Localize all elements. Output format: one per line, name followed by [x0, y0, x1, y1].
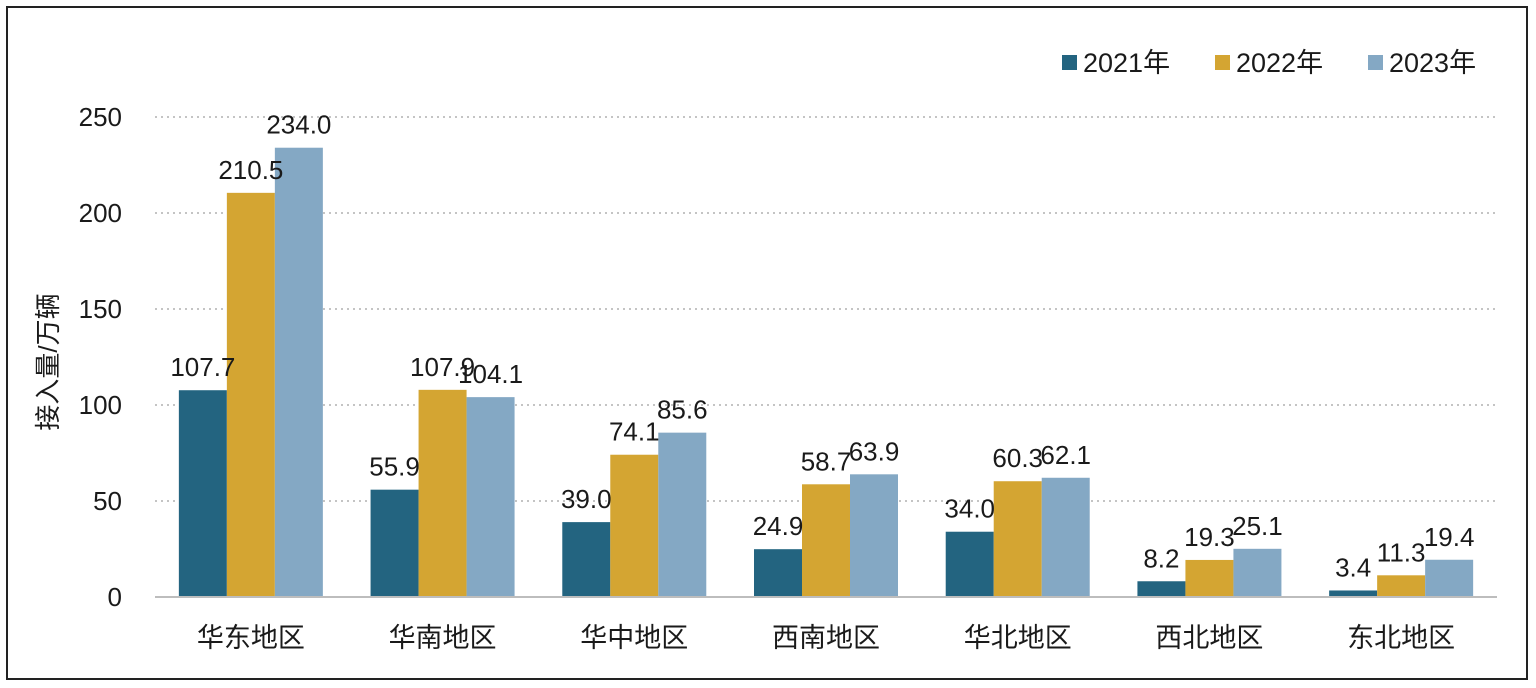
x-category-label: 华中地区 — [580, 623, 688, 653]
data-label: 19.4 — [1424, 522, 1475, 552]
y-tick-label: 150 — [79, 294, 122, 324]
bar — [178, 390, 227, 597]
bars — [178, 147, 1474, 597]
data-label: 104.1 — [458, 359, 523, 389]
bar — [1185, 559, 1234, 597]
data-label: 39.0 — [561, 484, 612, 514]
legend-label: 2023年 — [1389, 48, 1476, 78]
data-label: 19.3 — [1184, 522, 1235, 552]
data-label: 60.3 — [992, 443, 1043, 473]
bar — [610, 454, 659, 597]
bar — [802, 484, 850, 597]
y-axis-label: 接入量/万辆 — [33, 293, 63, 430]
y-tick-label: 250 — [79, 102, 122, 132]
data-label: 62.1 — [1040, 440, 1091, 470]
x-axis-categories: 华东地区 华南地区 华中地区 西南地区 华北地区 西北地区 东北地区 — [197, 623, 1455, 653]
data-label: 85.6 — [657, 395, 708, 425]
bar — [1137, 581, 1186, 597]
bar — [370, 489, 419, 597]
bar — [993, 481, 1042, 597]
bar — [226, 192, 275, 597]
y-tick-label: 0 — [108, 582, 122, 612]
bar — [945, 531, 994, 597]
x-category-label: 华南地区 — [389, 623, 497, 653]
data-label: 58.7 — [801, 446, 852, 476]
gridlines — [155, 116, 1497, 502]
bar — [418, 389, 467, 597]
legend-label: 2021年 — [1083, 48, 1170, 78]
bar — [274, 147, 323, 597]
data-label: 234.0 — [266, 110, 331, 140]
y-tick-label: 100 — [79, 390, 122, 420]
bar — [1041, 477, 1090, 597]
x-category-label: 华北地区 — [964, 623, 1072, 653]
y-tick-label: 50 — [93, 486, 122, 516]
bar — [850, 474, 898, 597]
data-label: 11.3 — [1377, 537, 1426, 567]
data-label: 63.9 — [849, 436, 900, 466]
bar — [1425, 559, 1474, 597]
x-category-label: 西北地区 — [1155, 623, 1263, 653]
bar — [1329, 590, 1378, 597]
data-label: 55.9 — [369, 452, 420, 482]
y-axis-ticks: 0 50 100 150 200 250 — [79, 102, 122, 612]
x-category-label: 西南地区 — [772, 623, 880, 653]
y-tick-label: 200 — [79, 198, 122, 228]
legend-swatch — [1062, 55, 1077, 70]
data-label: 8.2 — [1143, 543, 1179, 573]
legend-swatch — [1215, 55, 1230, 70]
bar — [1233, 548, 1282, 597]
data-label: 107.7 — [170, 352, 235, 382]
legend: 2021年 2022年 2023年 — [1062, 48, 1476, 78]
x-category-label: 华东地区 — [197, 623, 305, 653]
bar — [466, 397, 515, 597]
legend-swatch — [1368, 55, 1383, 70]
bar — [562, 522, 611, 597]
data-label: 3.4 — [1335, 552, 1371, 582]
data-label: 74.1 — [609, 417, 660, 447]
data-label: 210.5 — [218, 155, 283, 185]
bar — [754, 549, 802, 597]
bar — [658, 432, 707, 597]
bar — [1377, 575, 1426, 597]
data-label: 107.9 — [410, 352, 475, 382]
x-category-label: 东北地区 — [1347, 623, 1455, 653]
legend-label: 2022年 — [1236, 48, 1323, 78]
data-label: 34.0 — [944, 494, 995, 524]
data-label: 24.9 — [753, 511, 804, 541]
data-label: 25.1 — [1232, 511, 1283, 541]
